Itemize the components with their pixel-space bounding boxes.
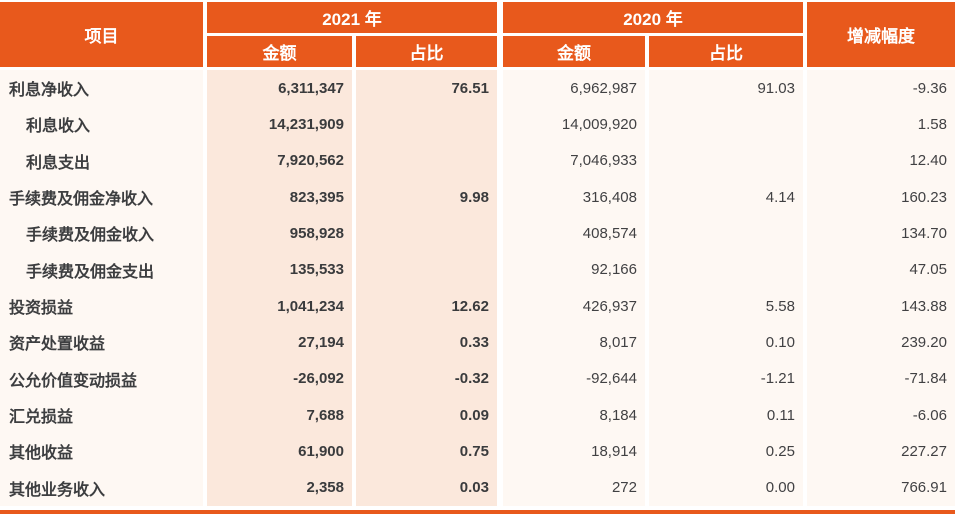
header-year-2020: 2020 年 xyxy=(503,2,803,33)
change-pct: 160.23 xyxy=(807,178,955,216)
amount-2020: 18,914 xyxy=(503,433,645,470)
table-row: 利息收入 14,231,909 14,009,920 1.58 xyxy=(0,106,955,143)
ratio-2021: 12.62 xyxy=(356,287,497,325)
table-row: 投资损益 1,041,234 12.62 426,937 5.58 143.88 xyxy=(0,287,955,325)
change-pct: 239.20 xyxy=(807,324,955,361)
change-pct: 134.70 xyxy=(807,215,955,252)
ratio-2020 xyxy=(649,106,803,143)
table-row: 其他收益 61,900 0.75 18,914 0.25 227.27 xyxy=(0,433,955,470)
amount-2020: 8,017 xyxy=(503,324,645,361)
amount-2021: 135,533 xyxy=(207,251,352,288)
table-header: 项目 2021 年 2020 年 增减幅度 金额 占比 金额 占比 xyxy=(0,2,955,67)
amount-2021: 958,928 xyxy=(207,215,352,252)
ratio-2021 xyxy=(356,251,497,288)
amount-2020: -92,644 xyxy=(503,360,645,397)
amount-2021: 823,395 xyxy=(207,178,352,216)
change-pct: 47.05 xyxy=(807,251,955,288)
row-label: 投资损益 xyxy=(0,287,203,325)
table-row: 利息支出 7,920,562 7,046,933 12.40 xyxy=(0,142,955,179)
table-row: 其他业务收入 2,358 0.03 272 0.00 766.91 xyxy=(0,469,955,506)
ratio-2020 xyxy=(649,251,803,288)
table-row: 手续费及佣金支出 135,533 92,166 47.05 xyxy=(0,251,955,288)
ratio-2021: 0.75 xyxy=(356,433,497,470)
amount-2021: 27,194 xyxy=(207,324,352,361)
header-change: 增减幅度 xyxy=(807,2,955,67)
row-label: 手续费及佣金收入 xyxy=(0,215,203,252)
amount-2021: 6,311,347 xyxy=(207,70,352,107)
ratio-2021 xyxy=(356,215,497,252)
row-label: 其他业务收入 xyxy=(0,469,203,506)
amount-2020: 426,937 xyxy=(503,287,645,325)
ratio-2020: 0.11 xyxy=(649,396,803,434)
table-row: 公允价值变动损益 -26,092 -0.32 -92,644 -1.21 -71.84 xyxy=(0,360,955,397)
header-ratio-2020: 占比 xyxy=(649,36,803,67)
change-pct: -71.84 xyxy=(807,360,955,397)
header-item: 项目 xyxy=(0,2,203,67)
table-bottom-rule xyxy=(0,509,955,514)
amount-2021: 7,920,562 xyxy=(207,142,352,179)
ratio-2021: 9.98 xyxy=(356,178,497,216)
change-pct: 143.88 xyxy=(807,287,955,325)
row-label: 手续费及佣金净收入 xyxy=(0,178,203,216)
header-amount-2020: 金额 xyxy=(503,36,645,67)
change-pct: 12.40 xyxy=(807,142,955,179)
change-pct: 227.27 xyxy=(807,433,955,470)
table-row: 资产处置收益 27,194 0.33 8,017 0.10 239.20 xyxy=(0,324,955,361)
ratio-2021 xyxy=(356,106,497,143)
ratio-2020: 4.14 xyxy=(649,178,803,216)
ratio-2021: 0.03 xyxy=(356,469,497,506)
ratio-2020: 91.03 xyxy=(649,70,803,107)
change-pct: 1.58 xyxy=(807,106,955,143)
ratio-2021: 76.51 xyxy=(356,70,497,107)
row-label: 利息收入 xyxy=(0,106,203,143)
amount-2021: 2,358 xyxy=(207,469,352,506)
ratio-2020: 0.10 xyxy=(649,324,803,361)
table-row: 手续费及佣金净收入 823,395 9.98 316,408 4.14 160.23 xyxy=(0,178,955,216)
change-pct: 766.91 xyxy=(807,469,955,506)
amount-2021: 14,231,909 xyxy=(207,106,352,143)
header-amount-2021: 金额 xyxy=(207,36,352,67)
header-year-2021: 2021 年 xyxy=(207,2,497,33)
amount-2020: 316,408 xyxy=(503,178,645,216)
amount-2021: 1,041,234 xyxy=(207,287,352,325)
amount-2020: 7,046,933 xyxy=(503,142,645,179)
row-label: 手续费及佣金支出 xyxy=(0,251,203,288)
table-body: 利息净收入 6,311,347 76.51 6,962,987 91.03 -9.36 利息… xyxy=(0,70,955,506)
change-pct: -9.36 xyxy=(807,70,955,107)
amount-2020: 408,574 xyxy=(503,215,645,252)
amount-2021: -26,092 xyxy=(207,360,352,397)
row-label: 资产处置收益 xyxy=(0,324,203,361)
amount-2020: 272 xyxy=(503,469,645,506)
ratio-2020: 0.25 xyxy=(649,433,803,470)
row-label: 利息净收入 xyxy=(0,70,203,107)
row-label: 其他收益 xyxy=(0,433,203,470)
row-label: 公允价值变动损益 xyxy=(0,360,203,397)
ratio-2020 xyxy=(649,215,803,252)
ratio-2020: 0.00 xyxy=(649,469,803,506)
ratio-2021 xyxy=(356,142,497,179)
table-row: 汇兑损益 7,688 0.09 8,184 0.11 -6.06 xyxy=(0,396,955,434)
amount-2020: 6,962,987 xyxy=(503,70,645,107)
ratio-2020: -1.21 xyxy=(649,360,803,397)
ratio-2021: 0.09 xyxy=(356,396,497,434)
row-label: 利息支出 xyxy=(0,142,203,179)
ratio-2021: -0.32 xyxy=(356,360,497,397)
ratio-2020: 5.58 xyxy=(649,287,803,325)
header-ratio-2021: 占比 xyxy=(356,36,497,67)
change-pct: -6.06 xyxy=(807,396,955,434)
amount-2020: 92,166 xyxy=(503,251,645,288)
row-label: 汇兑损益 xyxy=(0,396,203,434)
amount-2020: 14,009,920 xyxy=(503,106,645,143)
ratio-2021: 0.33 xyxy=(356,324,497,361)
table-row: 利息净收入 6,311,347 76.51 6,962,987 91.03 -9.36 xyxy=(0,70,955,107)
amount-2021: 61,900 xyxy=(207,433,352,470)
amount-2020: 8,184 xyxy=(503,396,645,434)
ratio-2020 xyxy=(649,142,803,179)
amount-2021: 7,688 xyxy=(207,396,352,434)
table-row: 手续费及佣金收入 958,928 408,574 134.70 xyxy=(0,215,955,252)
